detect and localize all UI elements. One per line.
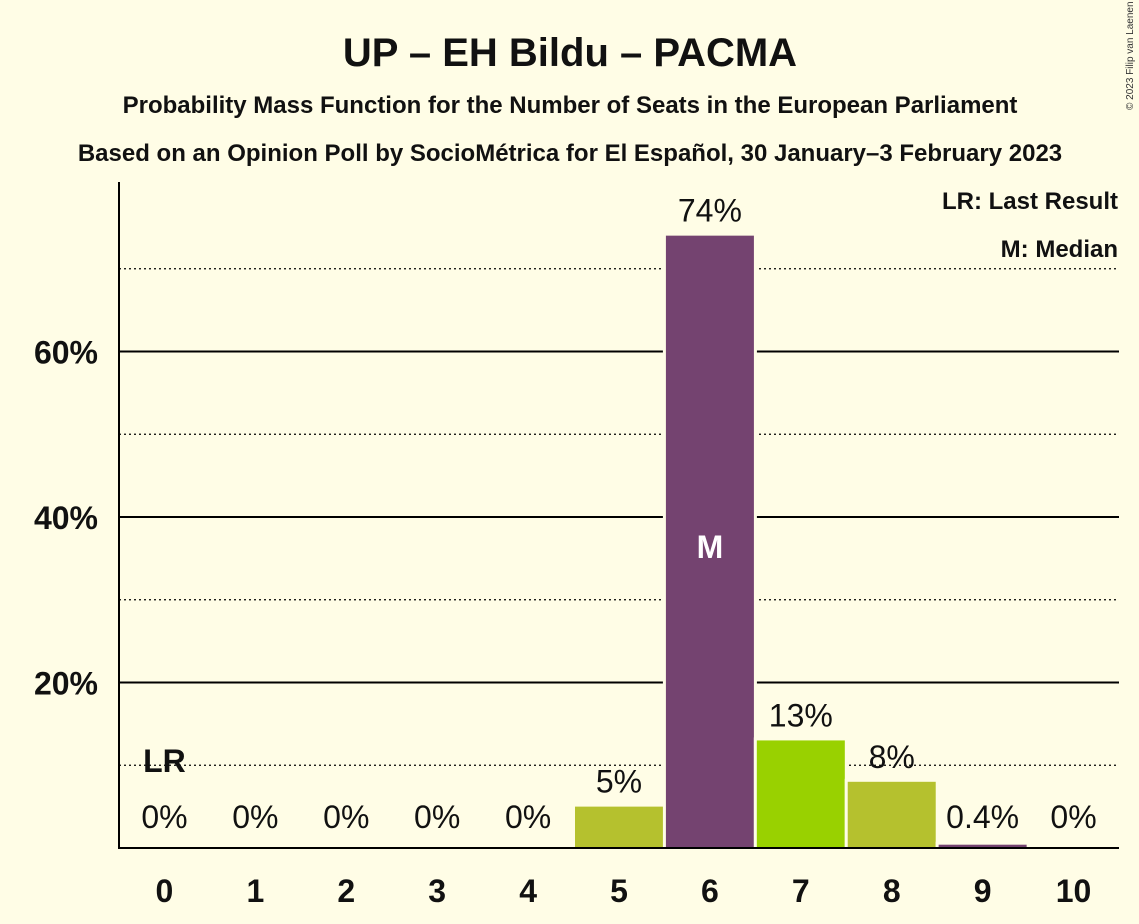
bar-value-label: 0% — [1050, 799, 1096, 835]
bar-value-label: 0% — [323, 799, 369, 835]
bar-value-label: 0.4% — [946, 799, 1019, 835]
chart-subtitle: Probability Mass Function for the Number… — [123, 92, 1018, 119]
bar — [575, 806, 663, 848]
x-tick-label: 9 — [974, 873, 992, 909]
x-tick-label: 4 — [519, 873, 537, 909]
bar-value-label: 5% — [596, 764, 642, 800]
x-tick-label: 8 — [883, 873, 901, 909]
x-tick-label: 10 — [1056, 873, 1092, 909]
bar-value-label: 8% — [869, 739, 915, 775]
legend-last-result: LR: Last Result — [942, 188, 1118, 215]
bars — [572, 232, 1030, 848]
chart-title: UP – EH Bildu – PACMA — [343, 31, 797, 75]
gridlines: 20% 40% 60% — [34, 268, 1119, 766]
y-tick-label: 20% — [34, 666, 98, 702]
bar — [756, 740, 845, 848]
bar — [665, 235, 754, 848]
chart-source-line: Based on an Opinion Poll by SocioMétrica… — [78, 140, 1062, 167]
x-tick-label: 7 — [792, 873, 810, 909]
y-tick-label: 60% — [34, 335, 98, 371]
bar-value-label: 0% — [505, 799, 551, 835]
bar-value-label: 0% — [232, 799, 278, 835]
bar-value-label: 0% — [414, 799, 460, 835]
bar-value-label: 0% — [141, 799, 187, 835]
x-tick-label: 0 — [156, 873, 174, 909]
copyright-note: © 2023 Filip van Laenen — [1125, 1, 1136, 110]
bar — [847, 781, 936, 848]
last-result-marker: LR — [143, 743, 186, 779]
x-tick-label: 1 — [246, 873, 264, 909]
legend-median: M: Median — [1001, 236, 1118, 263]
bar-value-label: 74% — [678, 193, 742, 229]
x-tick-label: 2 — [337, 873, 355, 909]
bar — [938, 844, 1027, 848]
x-tick-label: 6 — [701, 873, 719, 909]
labels: 0% 0 0% 1 0% 2 0% 3 0% 4 5% 5 74% 6 13% 7 8% 8 0.4% 9 0% 10 M L… — [141, 193, 1096, 909]
bar-value-label: 13% — [769, 697, 833, 733]
x-tick-label: 5 — [610, 873, 628, 909]
y-tick-label: 40% — [34, 500, 98, 536]
median-marker: M — [697, 529, 724, 565]
x-tick-label: 3 — [428, 873, 446, 909]
